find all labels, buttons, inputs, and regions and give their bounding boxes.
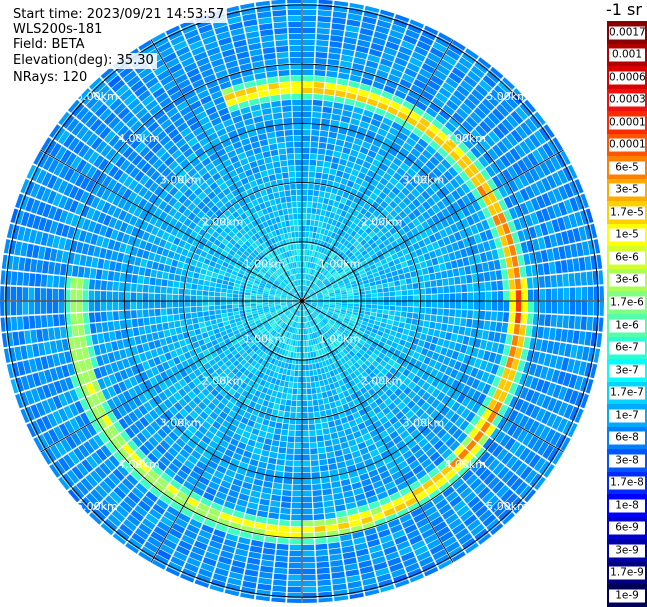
colorbar-segment: 1e-8	[607, 494, 647, 518]
colorbar-tick-label: 1e-5	[609, 228, 645, 242]
colorbar-segment: 1.7e-6	[607, 291, 647, 315]
colorbar-tick-label: 3e-6	[609, 273, 645, 287]
scan-cell-group	[199, 193, 420, 417]
device-label: WLS200s-181	[10, 22, 106, 38]
colorbar-segment: 0.0001	[607, 133, 647, 157]
range-ring-label: 4.00km	[118, 458, 160, 471]
colorbar-tick-label: 1e-7	[609, 409, 645, 423]
colorbar-segment: 3e-9	[607, 539, 647, 563]
colorbar-tick-label: 1e-6	[609, 319, 645, 333]
colorbar-tick-label: 0.0003	[609, 93, 645, 107]
range-ring-label: 2.00km	[202, 375, 244, 388]
colorbar-tick-label: 6e-5	[609, 161, 645, 175]
colorbar-segment: 1e-7	[607, 404, 647, 428]
colorbar-tick-label: 6e-7	[609, 341, 645, 355]
range-ring-label: 4.00km	[444, 458, 486, 471]
colorbar-segment: 1.7e-9	[607, 561, 647, 585]
range-ring-label: 5.00km	[486, 90, 528, 103]
range-ring-label: 3.00km	[403, 416, 445, 429]
range-ring-label: 5.00km	[76, 90, 118, 103]
colorbar-segment: 6e-5	[607, 156, 647, 180]
azimuth-spoke	[40, 300, 303, 453]
colorbar-tick-label: 6e-9	[609, 521, 645, 535]
colorbar-segment: 1.7e-7	[607, 381, 647, 405]
azimuth-spoke	[301, 149, 564, 302]
colorbar-segment: 1e-6	[607, 314, 647, 338]
colorbar-segment: 0.0003	[607, 88, 647, 112]
colorbar-tick-label: 1e-9	[609, 589, 645, 603]
azimuth-spoke	[301, 300, 564, 453]
colorbar-segment: 6e-9	[607, 516, 647, 540]
range-ring-label: 4.00km	[118, 132, 160, 145]
colorbar-tick-label: 3e-7	[609, 364, 645, 378]
colorbar-segment: 3e-7	[607, 359, 647, 383]
colorbar-segment: 3e-6	[607, 268, 647, 292]
elevation-label: Elevation(deg): 35.30	[10, 53, 157, 69]
colorbar-tick-label: 1.7e-6	[609, 296, 645, 310]
colorbar-tick-label: 3e-5	[609, 183, 645, 197]
scan-cell-group	[4, 0, 604, 602]
colorbar-segment: 3e-5	[607, 178, 647, 202]
range-ring-label: 2.00km	[202, 216, 244, 229]
colorbar-segment: 1.7e-5	[607, 201, 647, 225]
range-ring-label: 5.00km	[76, 500, 118, 513]
colorbar-segment: 0.001	[607, 43, 647, 67]
colorbar-tick-label: 1e-8	[609, 499, 645, 513]
colorbar-segment: 0.0017	[607, 21, 647, 45]
range-ring-label: 3.00km	[403, 174, 445, 187]
scan-cell-group	[514, 290, 522, 324]
range-ring-label: 3.00km	[160, 416, 202, 429]
azimuth-spoke	[301, 39, 454, 302]
field-label: Field: BETA	[10, 37, 88, 53]
colorbar-units-label: -1 sr	[606, 0, 642, 19]
colorbar-segment: 6e-6	[607, 246, 647, 270]
range-ring-label: 2.00km	[361, 216, 403, 229]
colorbar-tick-label: 6e-8	[609, 431, 645, 445]
azimuth-spoke	[150, 39, 303, 302]
range-ring-label: 5.00km	[486, 500, 528, 513]
colorbar-segment: 1e-9	[607, 584, 647, 607]
colorbar-segment: 0.0006	[607, 66, 647, 90]
colorbar-tick-label: 1.7e-9	[609, 566, 645, 580]
colorbar-tick-label: 1.7e-8	[609, 476, 645, 490]
colorbar: 0.0017 0.001 0.0006 0.0003 0.00017 0.0001 6e-5…	[607, 21, 647, 607]
colorbar-tick-label: 3e-9	[609, 544, 645, 558]
scan-cell-group	[244, 243, 358, 358]
range-ring-label: 3.00km	[160, 174, 202, 187]
colorbar-segment: 6e-7	[607, 336, 647, 360]
nrays-label: NRays: 120	[10, 70, 91, 86]
colorbar-segment: 1.7e-8	[607, 471, 647, 495]
azimuth-spoke	[40, 149, 303, 302]
colorbar-tick-label: 1.7e-7	[609, 386, 645, 400]
colorbar-segment: 0.00017	[607, 111, 647, 135]
colorbar-tick-label: 6e-6	[609, 251, 645, 265]
colorbar-tick-label: 0.00017	[609, 116, 645, 130]
start-time-label: Start time: 2023/09/21 14:53:57	[10, 7, 228, 23]
azimuth-spoke	[150, 300, 303, 563]
range-ring-label: 1.00km	[319, 333, 361, 346]
range-ring-label: 1.00km	[244, 257, 286, 270]
colorbar-tick-label: 1.7e-5	[609, 206, 645, 220]
colorbar-segment: 6e-8	[607, 426, 647, 450]
colorbar-tick-label: 0.0006	[609, 71, 645, 85]
colorbar-tick-label: 0.001	[609, 48, 645, 62]
range-ring-label: 1.00km	[319, 257, 361, 270]
colorbar-tick-label: 0.0017	[609, 26, 645, 40]
range-ring-label: 4.00km	[444, 132, 486, 145]
colorbar-tick-label: 3e-8	[609, 454, 645, 468]
colorbar-tick-label: 0.0001	[609, 138, 645, 152]
colorbar-segment: 3e-8	[607, 449, 647, 473]
scan-cell-group	[124, 110, 492, 484]
colorbar-segment: 1e-5	[607, 223, 647, 247]
range-ring-label: 2.00km	[361, 375, 403, 388]
polar-grid	[0, 0, 604, 603]
azimuth-spoke	[301, 300, 454, 563]
range-ring-labels: 1.00km 1.00km 1.00km 1.00km 2.00km 2.00km 2.00…	[76, 90, 528, 513]
range-ring-label: 1.00km	[244, 333, 286, 346]
